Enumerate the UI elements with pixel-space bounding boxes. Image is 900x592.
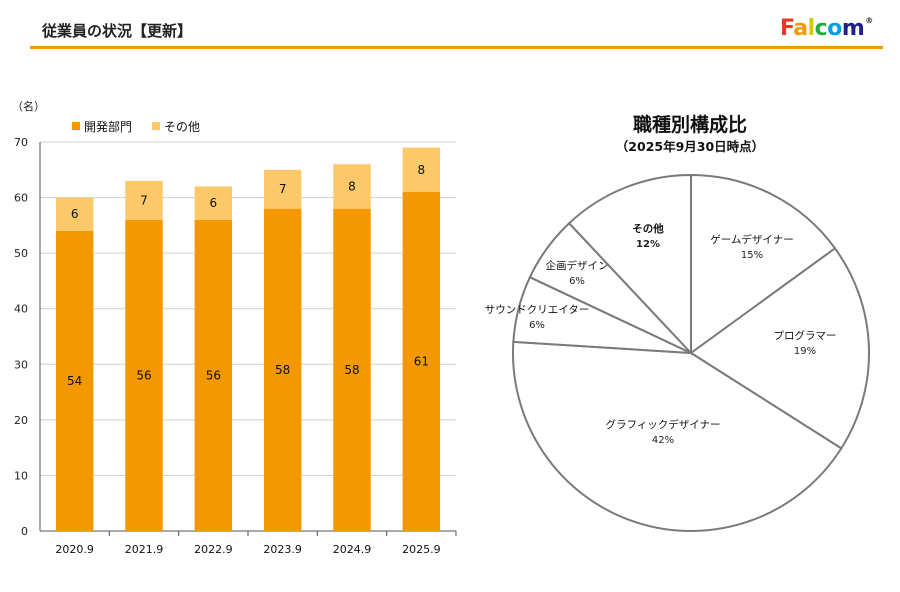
bar-value-label: 56 [206, 368, 221, 382]
bar-value-label: 61 [414, 355, 429, 369]
logo-letter: c [814, 16, 828, 41]
x-tick-label: 2021.9 [125, 543, 164, 556]
bar-segment-other [333, 164, 371, 209]
bar-value-label: 7 [140, 193, 148, 207]
x-tick-label: 2025.9 [402, 543, 441, 556]
bar-segment-development [125, 219, 163, 532]
bar-value-label: 8 [348, 179, 356, 193]
pie-slice-percent: 15% [741, 250, 763, 261]
bar-segment-development [55, 230, 94, 531]
bar-value-label: 6 [210, 196, 218, 210]
pie-slice-label: ゲームデザイナー [710, 233, 793, 246]
pie-title: 職種別構成比 [632, 114, 747, 136]
pie-slice-percent: 6% [529, 320, 545, 331]
y-tick-label: 50 [14, 247, 28, 260]
bar-value-label: 6 [71, 207, 79, 221]
x-tick-label: 2022.9 [194, 543, 233, 556]
bar-value-label: 58 [344, 363, 359, 377]
logo-letter: o [827, 16, 842, 41]
logo-letter: m [841, 16, 865, 41]
y-tick-label: 40 [14, 303, 28, 316]
pie-slice-label: グラフィックデザイナー [605, 418, 720, 431]
x-tick-label: 2024.9 [333, 543, 372, 556]
bar-segment-other [55, 197, 94, 231]
x-tick-label: 2023.9 [263, 543, 302, 556]
pie-slice-percent: 19% [794, 346, 816, 357]
y-tick-label: 0 [21, 525, 28, 538]
pie-slice-programmer [689, 246, 870, 450]
legend-swatch-other [152, 122, 160, 130]
stacked-bar-chart: （名） 0 10 20 30 40 50 60 70 54 6 2020.9 56 7 2021.9 56 6 2… [12, 99, 457, 556]
pie-slice-label: その他 [632, 222, 664, 235]
logo-letter: a [793, 16, 808, 41]
logo-text: Falcom [780, 16, 865, 41]
falcom-logo: Falcom® [780, 16, 873, 41]
pie-slice-game-designer [690, 173, 837, 355]
logo-letter: F [780, 16, 794, 41]
bar-value-label: 54 [67, 374, 82, 388]
bar-value-label: 8 [418, 163, 426, 177]
pie-slice-percent: 6% [569, 276, 585, 287]
logo-letter: l [807, 16, 816, 41]
y-tick-label: 60 [14, 192, 28, 205]
pie-slice-label: 企画デザイン [546, 259, 609, 272]
bar-value-label: 7 [279, 182, 287, 196]
legend-label: その他 [164, 120, 200, 134]
legend-label: 開発部門 [84, 119, 132, 134]
bar-segment-development [333, 208, 371, 531]
y-tick-label: 10 [14, 469, 28, 482]
y-tick-label: 30 [14, 358, 28, 371]
bar-segment-other [125, 180, 163, 220]
pie-slice-label: プログラマー [774, 329, 837, 342]
header-divider [30, 46, 883, 49]
bar-segment-development [402, 192, 441, 531]
bar-segment-development [194, 219, 233, 532]
pie-slice-other [567, 173, 692, 356]
page-title: 従業員の状況【更新】 [42, 22, 193, 40]
pie-slice-percent: 12% [636, 239, 660, 250]
pie-slice-graphic-designer [512, 340, 843, 532]
pie-slice-label: サウンドクリエイター [485, 304, 590, 316]
bar-segment-other [402, 147, 441, 193]
x-tick-label: 2020.9 [55, 543, 94, 556]
legend-swatch-development [72, 122, 80, 130]
y-unit-label: （名） [12, 99, 45, 113]
y-tick-label: 20 [14, 414, 28, 427]
bar-value-label: 58 [275, 363, 290, 377]
pie-subtitle: （2025年9月30日時点） [615, 139, 765, 154]
y-tick-label: 70 [14, 136, 28, 149]
bar-segment-other [263, 169, 302, 209]
bar-value-label: 56 [136, 368, 151, 382]
bar-segment-other [194, 186, 233, 220]
bar-segment-development [263, 208, 302, 531]
logo-registered-mark: ® [865, 16, 873, 25]
pie-slice-percent: 42% [652, 435, 674, 446]
